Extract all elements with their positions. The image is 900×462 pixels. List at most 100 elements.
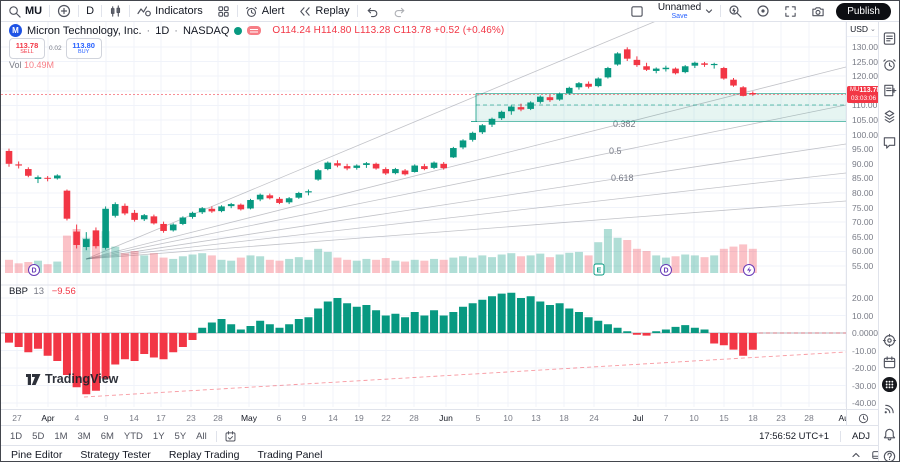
tab-trading-panel[interactable]: Trading Panel bbox=[257, 448, 323, 461]
volume-bar bbox=[362, 258, 371, 273]
earnings-marker[interactable] bbox=[593, 263, 605, 276]
time-axis[interactable]: 27 Apr 4 9 14 17 23 28 May 6 9 14 19 22 28 Jun 5 10 13 18 24… bbox=[1, 409, 846, 426]
scope-button[interactable] bbox=[880, 331, 899, 350]
chart-style-button[interactable] bbox=[102, 1, 129, 21]
volume-bar bbox=[710, 255, 719, 273]
interval-button[interactable]: D bbox=[79, 1, 101, 21]
time-tick: 24 bbox=[589, 413, 599, 423]
candle bbox=[73, 231, 80, 245]
indicator-templates-button[interactable] bbox=[210, 1, 237, 21]
symbol-legend[interactable]: M Micron Technology, Inc. · 1D · NASDAQ … bbox=[9, 24, 504, 37]
quick-search-button[interactable] bbox=[721, 1, 749, 21]
bottom-tabs-bar: Pine Editor Strategy Tester Replay Trading… bbox=[1, 445, 888, 461]
volume-bar bbox=[304, 259, 313, 273]
volume-legend[interactable]: Vol 10.49M bbox=[9, 60, 54, 70]
sell-button[interactable]: 113.78 SELL bbox=[9, 38, 45, 59]
bbp-bar bbox=[671, 326, 680, 333]
watchlist-button[interactable] bbox=[880, 29, 899, 48]
price-scale[interactable]: USD ⌄ 130.00125.00120.00115.00110.00105.… bbox=[846, 21, 880, 409]
dividend-marker[interactable] bbox=[660, 264, 672, 276]
range-button-1m[interactable]: 1M bbox=[49, 431, 72, 442]
range-button-1d[interactable]: 1D bbox=[5, 431, 27, 442]
go-to-date-button[interactable] bbox=[221, 426, 240, 446]
indicators-button[interactable]: Indicators bbox=[130, 1, 210, 21]
bbp-bar bbox=[497, 293, 506, 333]
chevron-up-icon[interactable] bbox=[851, 450, 861, 460]
range-button-6m[interactable]: 6M bbox=[96, 431, 119, 442]
time-tick: 10 bbox=[689, 413, 699, 423]
candle bbox=[527, 102, 534, 109]
fullscreen-button[interactable] bbox=[777, 1, 804, 21]
streams-button[interactable] bbox=[880, 399, 899, 418]
indicator-legend[interactable]: BBP 13 −9.56 bbox=[9, 286, 76, 297]
object-tree-button[interactable] bbox=[880, 107, 899, 126]
adjusted-toggle[interactable]: ADJ bbox=[852, 430, 870, 442]
symbol-ticker: MU bbox=[25, 5, 43, 17]
time-tick: 9 bbox=[301, 413, 307, 423]
candle bbox=[256, 194, 264, 200]
chat-button[interactable] bbox=[880, 133, 899, 152]
record-button[interactable] bbox=[749, 1, 777, 21]
apps-button[interactable] bbox=[880, 375, 899, 394]
price-tick: 100.00 bbox=[852, 129, 878, 140]
candle bbox=[305, 191, 312, 193]
symbol-search-button[interactable]: MU bbox=[1, 1, 49, 21]
timezone-clock-cell[interactable] bbox=[846, 409, 879, 426]
volume-bar bbox=[468, 257, 477, 273]
screenshot-button[interactable] bbox=[804, 1, 832, 21]
bbp-bar bbox=[265, 324, 274, 333]
alert-button[interactable]: Alert bbox=[238, 1, 292, 21]
chart-canvas[interactable]: 0.382 0.5 0.618 D E D bbox=[1, 21, 846, 409]
candle bbox=[25, 169, 32, 176]
time-tick: Jul bbox=[632, 413, 644, 423]
layout-name: Unnamed bbox=[657, 1, 702, 13]
legend-lines-chip[interactable] bbox=[247, 26, 262, 35]
range-button-5y[interactable]: 5Y bbox=[170, 431, 192, 442]
buy-price: 113.80 bbox=[72, 40, 95, 50]
volume-bar bbox=[43, 264, 52, 273]
notifications-button[interactable] bbox=[880, 425, 899, 444]
bbp-bar bbox=[565, 308, 574, 333]
redo-button[interactable] bbox=[386, 1, 414, 21]
replay-button[interactable]: Replay bbox=[291, 1, 356, 21]
volume-bar bbox=[391, 260, 400, 273]
currency-label: USD bbox=[850, 23, 869, 34]
tab-strategy-tester[interactable]: Strategy Tester bbox=[80, 448, 151, 461]
volume-bar bbox=[294, 257, 303, 273]
tradingview-logo-icon bbox=[26, 373, 41, 385]
volume-bar bbox=[719, 248, 728, 273]
volume-bar bbox=[53, 261, 62, 273]
undo-button[interactable] bbox=[358, 1, 386, 21]
indicator-tick: 10.00 bbox=[852, 310, 874, 321]
range-button-5d[interactable]: 5D bbox=[27, 431, 49, 442]
time-tick: 15 bbox=[719, 413, 729, 423]
alerts-button[interactable] bbox=[880, 55, 899, 74]
last-price-label: MU 113.78 03:03:06 bbox=[847, 86, 880, 103]
candle bbox=[382, 169, 390, 174]
range-button-1y[interactable]: 1Y bbox=[148, 431, 170, 442]
currency-selector[interactable]: USD ⌄ bbox=[847, 21, 879, 37]
symbol-name: Micron Technology, Inc. bbox=[27, 24, 142, 37]
calendar-button[interactable] bbox=[880, 353, 899, 372]
session-time[interactable]: 17:56:52 UTC+1 bbox=[759, 430, 830, 442]
layout-select-button[interactable] bbox=[623, 1, 651, 21]
tab-replay-trading[interactable]: Replay Trading bbox=[168, 448, 240, 461]
volume-bar bbox=[623, 240, 632, 273]
range-button-ytd[interactable]: YTD bbox=[119, 431, 148, 442]
candle bbox=[140, 215, 148, 220]
tab-pine-editor[interactable]: Pine Editor bbox=[11, 448, 63, 461]
bbp-bar bbox=[169, 333, 178, 353]
help-button[interactable] bbox=[880, 447, 899, 461]
publish-button[interactable]: Publish bbox=[836, 2, 891, 20]
compare-button[interactable] bbox=[50, 1, 78, 21]
bbp-bar bbox=[82, 333, 91, 395]
notes-button[interactable] bbox=[880, 81, 899, 100]
bbp-bar bbox=[120, 333, 129, 360]
layout-name-button[interactable]: Unnamed Save bbox=[651, 1, 720, 21]
range-button-all[interactable]: All bbox=[191, 431, 212, 442]
dividend-marker[interactable] bbox=[28, 264, 40, 276]
buy-button[interactable]: 113.80 BUY bbox=[65, 38, 102, 59]
indicator-templates-grid-icon bbox=[218, 5, 229, 17]
legend-dot-chip[interactable] bbox=[234, 26, 243, 35]
range-button-3m[interactable]: 3M bbox=[73, 431, 96, 442]
